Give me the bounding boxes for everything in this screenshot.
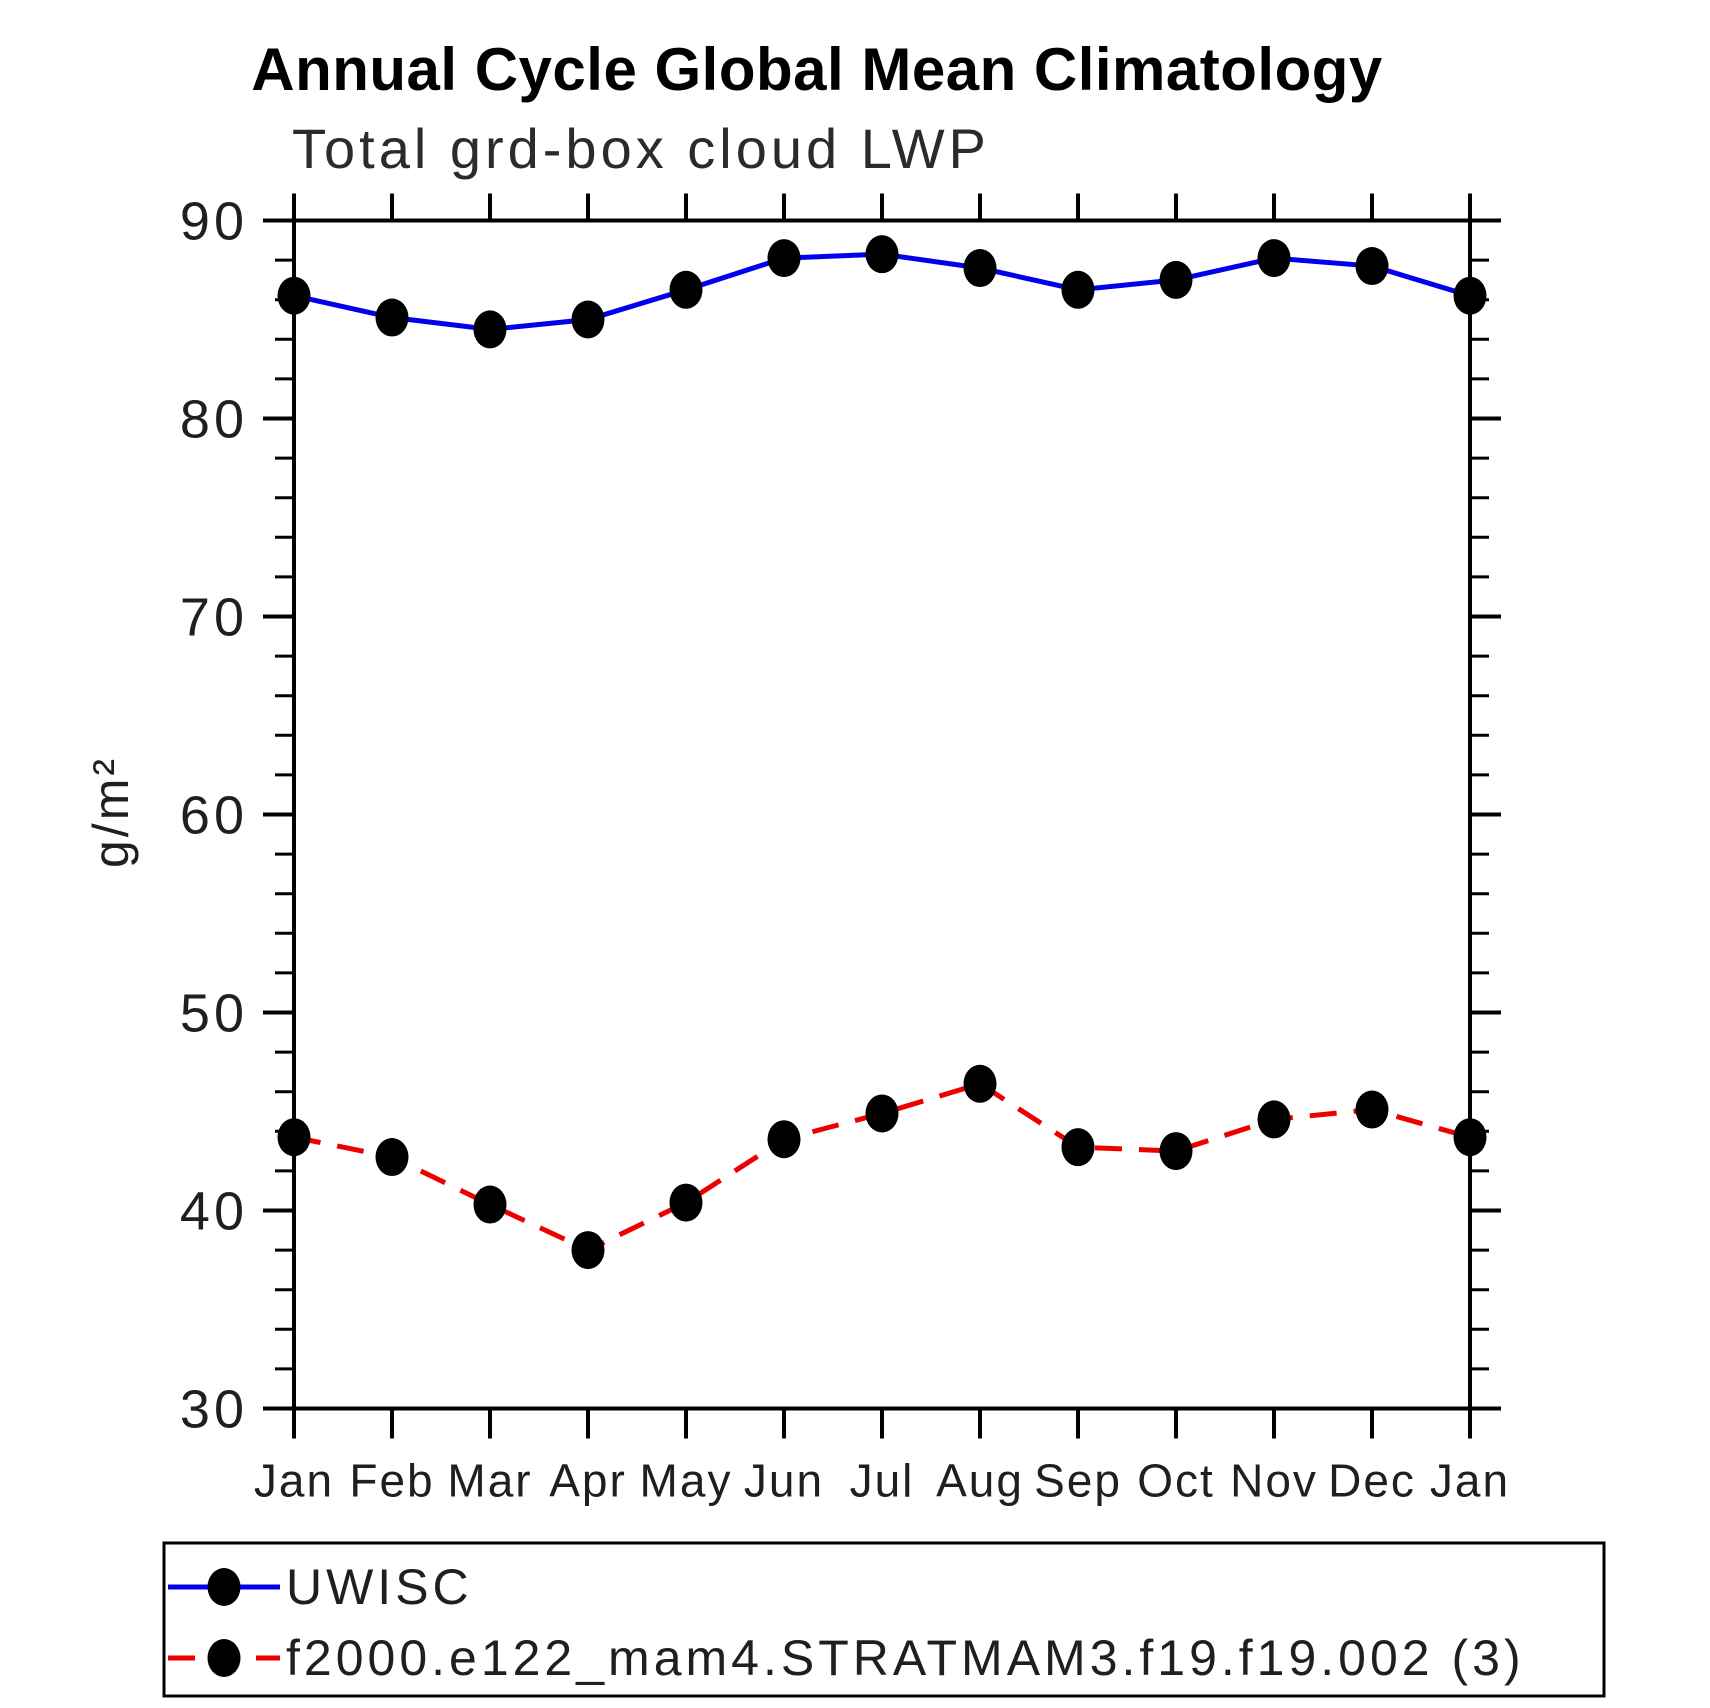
legend-marker (207, 1639, 241, 1677)
y-tick-label: 80 (180, 390, 248, 450)
legend-label: f2000.e122_mam4.STRATMAM3.f19.f19.002 (3… (286, 1630, 1525, 1686)
data-point-marker (473, 310, 507, 349)
legend-box (162, 1541, 1606, 1698)
series-uwisc (277, 235, 1487, 349)
data-point-marker (1257, 239, 1291, 278)
x-tick-label: May (640, 1455, 733, 1507)
legend-marker (207, 1568, 241, 1606)
data-point-marker (767, 239, 801, 278)
y-tick-label: 60 (180, 786, 248, 846)
data-point-marker (277, 1118, 311, 1157)
data-point-marker (1257, 1100, 1291, 1139)
data-point-marker (277, 276, 311, 315)
x-tick-label: Feb (349, 1455, 434, 1507)
data-point-marker (963, 1064, 997, 1103)
data-point-marker (571, 300, 605, 339)
chart-title: Annual Cycle Global Mean Climatology (251, 36, 1383, 103)
y-tick-label: 40 (180, 1182, 248, 1242)
y-ticks (263, 218, 1501, 1411)
x-tick-label: Jul (850, 1455, 915, 1507)
data-point-marker (1355, 1090, 1389, 1129)
data-point-marker (1159, 1132, 1193, 1171)
y-axis-label: g/m² (83, 756, 139, 868)
chart-subtitle: Total grd-box cloud LWP (292, 117, 990, 180)
x-tick-label: Mar (447, 1455, 532, 1507)
plot-frame (292, 218, 1472, 1411)
data-point-marker (865, 1094, 899, 1133)
x-tick-label: Nov (1230, 1455, 1318, 1507)
data-point-marker (1355, 247, 1389, 286)
legend-label: UWISC (286, 1559, 473, 1615)
series-f2000 (277, 1064, 1487, 1270)
y-tick-label: 30 (180, 1380, 248, 1440)
y-tick-label: 50 (180, 984, 248, 1044)
data-point-marker (1061, 1128, 1095, 1167)
data-point-marker (1453, 276, 1487, 315)
data-point-marker (865, 235, 899, 274)
data-point-marker (571, 1231, 605, 1270)
x-tick-label: Sep (1034, 1455, 1122, 1507)
data-point-marker (473, 1185, 507, 1224)
x-tick-labels: Jan Feb Mar Apr May Jun Jul Aug Sep Oct Nov Dec Jan (254, 1455, 1510, 1507)
x-tick-label: Jun (744, 1455, 824, 1507)
y-tick-labels: 30 40 50 60 70 80 90 (180, 192, 248, 1440)
legend: UWISC f2000.e122_mam4.STRATMAM3.f19.f19.0… (162, 1541, 1606, 1698)
y-tick-label: 90 (180, 192, 248, 252)
data-point-marker (375, 1138, 409, 1177)
data-point-marker (375, 298, 409, 337)
x-tick-label: Dec (1328, 1455, 1416, 1507)
x-tick-label: Apr (549, 1455, 627, 1507)
data-point-marker (963, 249, 997, 288)
data-point-marker (1453, 1118, 1487, 1157)
data-point-marker (669, 270, 703, 309)
data-series (277, 235, 1487, 1270)
data-point-marker (1061, 270, 1095, 309)
x-tick-label: Aug (936, 1455, 1024, 1507)
x-tick-label: Oct (1137, 1455, 1215, 1507)
plot-border (292, 218, 1472, 1411)
data-point-marker (767, 1120, 801, 1159)
data-point-marker (669, 1183, 703, 1222)
x-ticks (292, 193, 1472, 1439)
data-point-marker (1159, 260, 1193, 299)
x-tick-label: Jan (1430, 1455, 1510, 1507)
y-tick-label: 70 (180, 588, 248, 648)
x-tick-label: Jan (254, 1455, 334, 1507)
